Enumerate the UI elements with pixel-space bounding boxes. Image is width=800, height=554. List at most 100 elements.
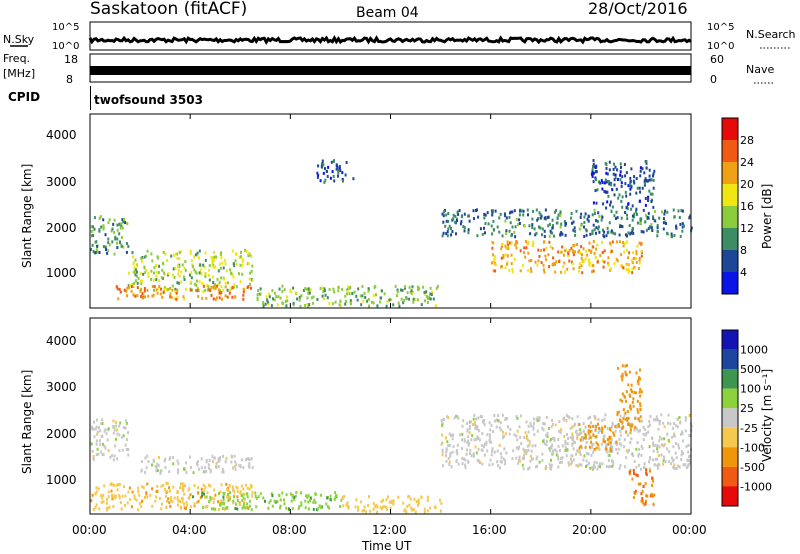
heat-cell — [681, 432, 684, 435]
heat-cell — [468, 214, 470, 218]
heat-cell — [236, 507, 239, 511]
heat-cell — [227, 493, 230, 496]
heat-cell — [608, 465, 610, 469]
heat-cell — [515, 456, 518, 460]
heat-cell — [565, 419, 568, 423]
heat-cell — [646, 179, 649, 183]
heat-cell — [213, 456, 216, 460]
heat-cell — [238, 272, 240, 276]
heat-cell — [637, 417, 640, 421]
heat-cell — [579, 216, 582, 219]
colorbar-tick: 24 — [740, 156, 754, 169]
heat-cell — [628, 251, 631, 255]
heat-cell — [666, 232, 669, 236]
heat-cell — [119, 226, 122, 230]
heat-cell — [559, 449, 561, 452]
heat-cell — [585, 451, 588, 455]
heat-cell — [536, 218, 539, 222]
heat-cell — [446, 230, 449, 234]
heat-cell — [597, 211, 600, 215]
freq-tick-bottom: 8 — [66, 73, 73, 86]
heat-cell — [167, 497, 170, 501]
heat-cell — [647, 425, 650, 428]
heat-cell — [222, 470, 225, 474]
heat-cell — [110, 229, 113, 233]
heat-cell — [572, 440, 575, 444]
heat-cell — [190, 466, 192, 469]
heat-cell — [648, 178, 651, 182]
heat-cell — [596, 243, 599, 247]
heat-cell — [204, 485, 207, 489]
heat-cell — [121, 494, 124, 498]
heat-cell — [632, 227, 634, 231]
heat-cell — [220, 285, 223, 289]
heat-cell — [228, 291, 231, 295]
heat-cell — [447, 219, 450, 223]
heat-cell — [247, 457, 250, 461]
heat-cell — [572, 267, 575, 271]
heat-cell — [321, 159, 324, 163]
heat-cell — [569, 436, 572, 440]
heat-cell — [262, 304, 265, 308]
heat-cell — [640, 254, 643, 258]
heat-cell — [473, 438, 476, 442]
heat-cell — [447, 212, 450, 215]
heat-cell — [636, 221, 639, 225]
heat-cell — [511, 270, 514, 273]
heat-cell — [564, 223, 567, 227]
heat-cell — [329, 494, 332, 498]
heat-cell — [511, 457, 514, 461]
heat-cell — [141, 256, 144, 259]
heat-cell — [572, 253, 575, 257]
heat-cell — [445, 450, 448, 454]
heat-cell — [166, 499, 168, 503]
heat-cell — [620, 165, 622, 169]
heat-cell — [224, 258, 226, 262]
heat-cell — [483, 212, 486, 216]
heat-cell — [212, 263, 215, 267]
heat-cell — [685, 466, 688, 469]
heat-cell — [562, 253, 565, 257]
heat-cell — [248, 487, 251, 491]
heat-cell — [271, 494, 274, 498]
heat-cell — [651, 476, 654, 480]
heat-cell — [104, 233, 107, 237]
heat-cell — [468, 219, 471, 223]
colorbar-segment — [722, 486, 738, 506]
heat-cell — [570, 462, 573, 466]
heat-cell — [412, 297, 415, 301]
heat-cell — [639, 408, 642, 412]
heat-cell — [236, 486, 239, 490]
heat-cell — [541, 227, 544, 231]
heat-cell — [566, 267, 569, 271]
heat-cell — [684, 429, 687, 433]
heat-cell — [625, 194, 628, 198]
heat-cell — [613, 262, 616, 265]
heat-cell — [221, 261, 224, 265]
heat-cell — [119, 421, 122, 425]
heat-cell — [402, 501, 405, 505]
heat-cell — [639, 166, 642, 170]
heat-cell — [463, 212, 466, 216]
heat-cell — [510, 262, 513, 265]
heat-cell — [386, 495, 389, 499]
heat-cell — [173, 496, 176, 500]
heat-cell — [581, 271, 584, 275]
heat-cell — [136, 264, 139, 268]
velocity-ytick: 3000 — [46, 380, 77, 394]
heat-cell — [631, 261, 634, 264]
heat-cell — [276, 499, 279, 503]
heat-cell — [515, 218, 518, 221]
heat-cell — [324, 293, 327, 297]
heat-cell — [214, 265, 217, 269]
heat-cell — [178, 251, 181, 255]
heat-cell — [628, 472, 631, 476]
heat-cell — [170, 499, 172, 503]
heat-cell — [391, 501, 394, 505]
heat-cell — [498, 230, 501, 234]
heat-cell — [219, 253, 222, 257]
heat-cell — [504, 432, 507, 436]
heat-cell — [319, 287, 322, 290]
heat-cell — [685, 444, 688, 448]
heat-cell — [461, 424, 464, 428]
